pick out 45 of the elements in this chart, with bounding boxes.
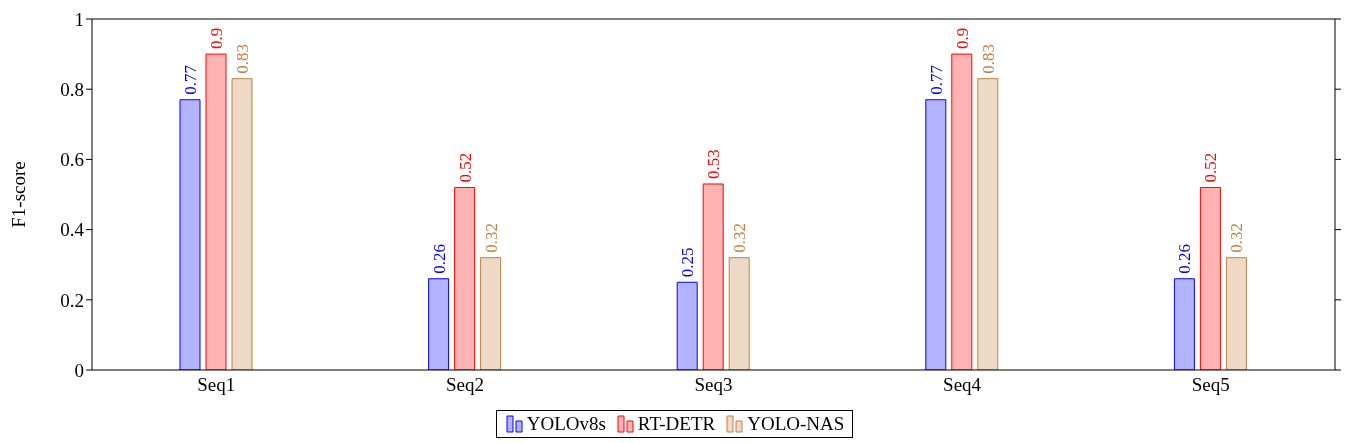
data-label: 0.32 [481, 222, 501, 253]
data-label: 0.32 [730, 222, 750, 253]
data-label: 0.83 [233, 43, 252, 74]
data-label: 0.26 [1175, 243, 1195, 274]
x-tick-label: Seq4 [943, 374, 982, 396]
y-axis-title: F1-score [7, 161, 29, 228]
data-label: 0.25 [678, 247, 698, 278]
bar [428, 278, 450, 370]
data-label: 0.9 [952, 27, 972, 50]
x-tick-label: Seq3 [694, 374, 733, 396]
bar [480, 257, 502, 370]
data-label: 0.52 [1201, 152, 1221, 183]
bar [702, 183, 724, 370]
y-tick-label: 0 [74, 359, 84, 381]
y-tick-label: 0.4 [60, 219, 85, 241]
y-tick-label: 0.8 [60, 78, 84, 100]
legend-label: RT-DETR [637, 413, 716, 435]
data-label: 0.77 [181, 64, 200, 95]
legend-label: YOLOv8s [526, 413, 606, 435]
bar [1173, 278, 1195, 370]
legend-label: YOLO-NAS [747, 413, 845, 435]
x-tick-label: Seq5 [1191, 374, 1230, 396]
bar [1225, 257, 1247, 370]
x-tick-label: Seq1 [197, 374, 236, 396]
bar [676, 281, 698, 370]
bar [977, 78, 999, 370]
bar [951, 53, 973, 370]
x-tick-label: Seq2 [445, 374, 484, 396]
bar [205, 53, 227, 370]
data-label: 0.83 [978, 43, 998, 74]
bar [454, 186, 476, 370]
y-tick-label: 0.6 [60, 149, 84, 171]
data-label: 0.77 [926, 64, 946, 95]
data-label: 0.52 [455, 152, 475, 183]
bar [728, 257, 750, 370]
bar [179, 99, 201, 370]
data-label: 0.26 [429, 243, 449, 274]
data-label: 0.9 [207, 27, 226, 50]
bar [231, 78, 253, 370]
data-label: 0.32 [1227, 222, 1247, 253]
bar [925, 99, 947, 370]
y-tick-label: 1 [74, 8, 84, 30]
data-label: 0.53 [704, 149, 724, 179]
bar [1199, 186, 1221, 370]
y-tick-label: 0.2 [60, 289, 84, 311]
